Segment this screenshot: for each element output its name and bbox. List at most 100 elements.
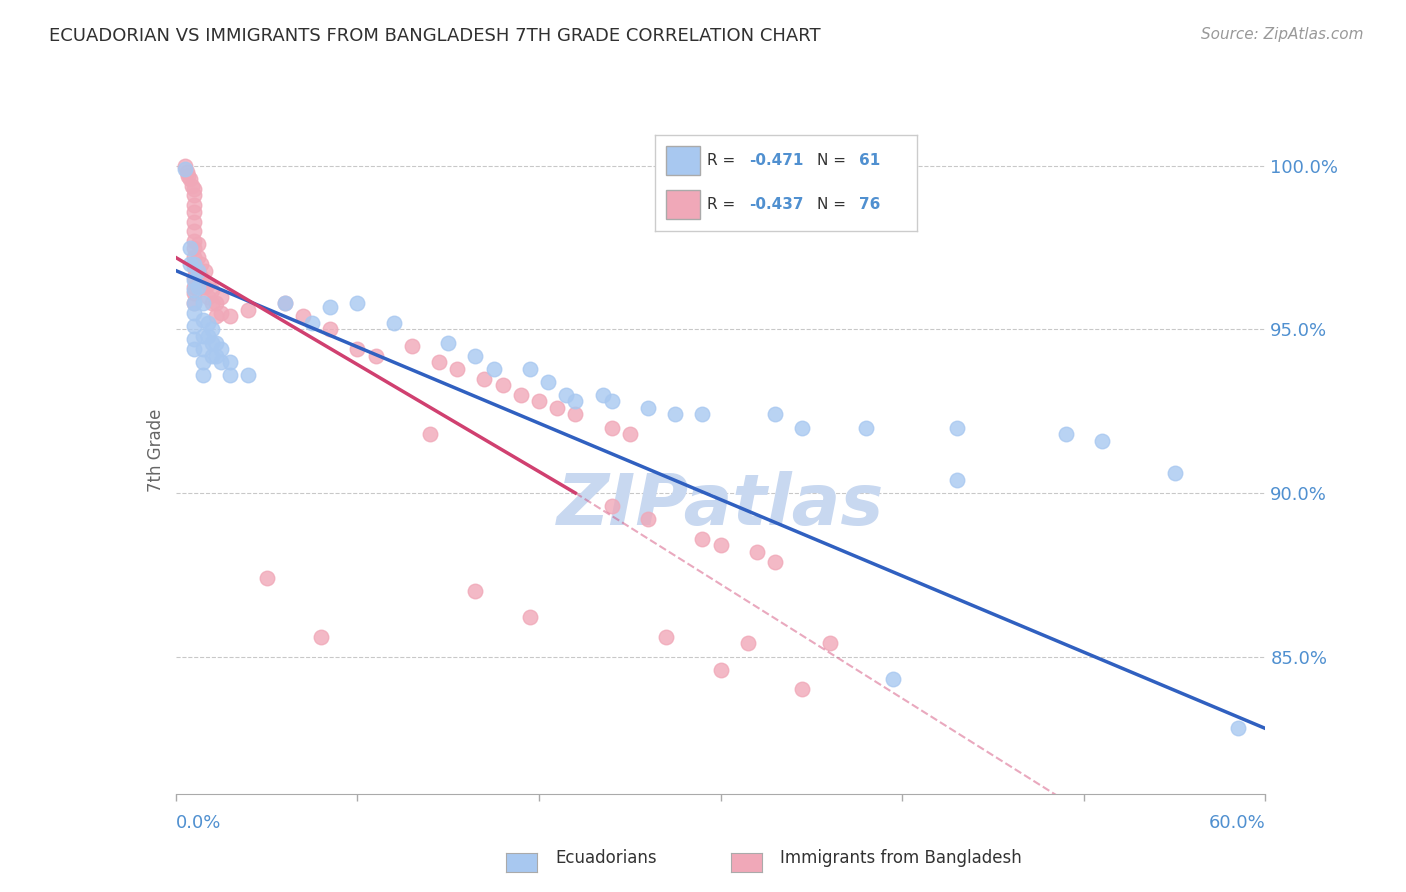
Point	[419, 427, 441, 442]
Y-axis label: 7th Grade: 7th Grade	[146, 409, 165, 492]
Point	[186, 237, 209, 252]
Point	[346, 296, 368, 310]
Point	[637, 512, 659, 526]
Point	[382, 316, 405, 330]
Point	[191, 329, 214, 343]
Point	[204, 310, 226, 324]
Point	[183, 204, 205, 219]
Point	[692, 408, 714, 422]
Point	[209, 355, 232, 369]
Point	[201, 296, 224, 310]
Point	[194, 280, 217, 294]
Point	[204, 335, 226, 350]
Point	[186, 251, 209, 265]
Point	[792, 420, 814, 434]
Point	[555, 388, 578, 402]
Point	[564, 394, 586, 409]
Point	[191, 296, 214, 310]
Point	[197, 316, 219, 330]
Point	[201, 283, 224, 297]
Point	[201, 349, 224, 363]
Point	[537, 375, 560, 389]
Text: ZIPatlas: ZIPatlas	[557, 471, 884, 540]
Point	[191, 342, 214, 356]
Text: ECUADORIAN VS IMMIGRANTS FROM BANGLADESH 7TH GRADE CORRELATION CHART: ECUADORIAN VS IMMIGRANTS FROM BANGLADESH…	[49, 27, 821, 45]
Point	[183, 286, 205, 301]
Point	[364, 349, 387, 363]
Point	[527, 394, 550, 409]
Point	[176, 165, 198, 179]
Point	[183, 198, 205, 212]
Point	[464, 584, 486, 599]
Point	[183, 214, 205, 228]
Text: 60.0%: 60.0%	[1209, 814, 1265, 832]
Point	[190, 257, 212, 271]
Point	[592, 388, 614, 402]
Point	[191, 355, 214, 369]
Point	[183, 296, 205, 310]
Point	[474, 371, 496, 385]
Point	[219, 355, 242, 369]
Point	[183, 257, 205, 271]
Point	[204, 296, 226, 310]
Point	[186, 280, 209, 294]
Point	[183, 188, 205, 202]
Point	[183, 241, 205, 255]
Point	[179, 257, 201, 271]
Point	[945, 420, 967, 434]
Point	[664, 408, 686, 422]
Point	[492, 378, 515, 392]
Point	[274, 296, 297, 310]
Point	[204, 349, 226, 363]
Point	[1054, 427, 1077, 442]
Point	[183, 224, 205, 238]
Point	[183, 283, 205, 297]
Point	[945, 473, 967, 487]
Point	[183, 306, 205, 320]
Point	[655, 630, 678, 644]
Point	[346, 342, 368, 356]
Point	[763, 408, 786, 422]
Point	[183, 273, 205, 287]
Point	[183, 280, 205, 294]
Point	[319, 322, 342, 336]
Point	[183, 270, 205, 285]
Point	[446, 361, 468, 376]
Point	[818, 636, 841, 650]
Point	[177, 169, 200, 183]
Point	[482, 361, 505, 376]
Point	[291, 310, 314, 324]
Point	[274, 296, 297, 310]
Point	[637, 401, 659, 415]
Point	[464, 349, 486, 363]
Point	[309, 630, 332, 644]
Point	[201, 322, 224, 336]
Point	[437, 335, 460, 350]
Point	[519, 361, 541, 376]
Point	[183, 296, 205, 310]
Point	[855, 420, 877, 434]
Point	[183, 342, 205, 356]
Point	[301, 316, 323, 330]
Point	[186, 263, 209, 277]
Point	[1227, 722, 1250, 736]
Point	[737, 636, 759, 650]
Point	[546, 401, 568, 415]
Point	[600, 499, 623, 513]
Point	[882, 673, 904, 687]
Point	[238, 302, 260, 317]
Point	[183, 234, 205, 248]
Point	[197, 277, 219, 291]
Point	[745, 545, 768, 559]
Point	[519, 610, 541, 624]
Point	[509, 388, 531, 402]
Text: Ecuadorians: Ecuadorians	[555, 849, 657, 867]
Point	[183, 319, 205, 334]
Point	[209, 290, 232, 304]
Text: Immigrants from Bangladesh: Immigrants from Bangladesh	[780, 849, 1022, 867]
Point	[183, 251, 205, 265]
Point	[401, 339, 423, 353]
Point	[1091, 434, 1114, 448]
Point	[197, 329, 219, 343]
Point	[1163, 467, 1185, 481]
